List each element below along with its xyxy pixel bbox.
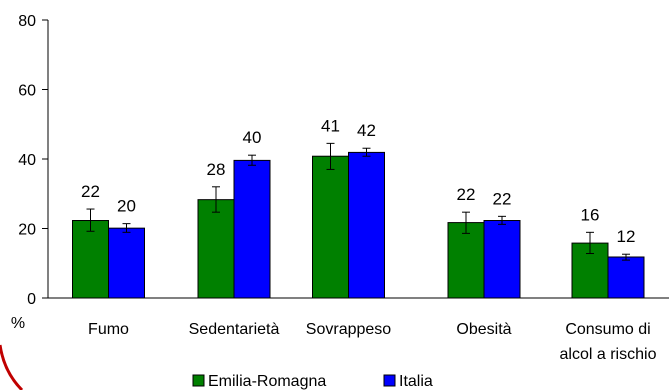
y-tick-label: 0 (27, 291, 36, 308)
axes: 0 20 40 60 80% (11, 13, 669, 332)
legend: Emilia-Romagna Italia (192, 373, 433, 390)
bar-emilia-romagna (447, 222, 485, 299)
data-label: 42 (357, 121, 376, 140)
data-label: 16 (581, 205, 600, 224)
y-axis-unit-label: % (11, 315, 25, 332)
x-category-label: Sovrappeso (306, 321, 391, 338)
bar-italia (483, 220, 521, 299)
y-tick-label: 80 (18, 13, 36, 30)
y-tick-label: 60 (18, 83, 36, 100)
x-category-label: Obesità (456, 321, 511, 338)
x-category-label: Sedentarietà (189, 321, 280, 338)
bar-italia (348, 151, 385, 299)
y-tick-label: 20 (18, 222, 36, 239)
x-category-label: Fumo (88, 321, 129, 338)
legend-swatch-italia (383, 374, 396, 387)
legend-label-emilia-romagna: Emilia-Romagna (208, 373, 326, 390)
x-category-label: Consumo di (565, 321, 650, 338)
data-label: 41 (321, 116, 340, 135)
data-label: 22 (81, 182, 100, 201)
bar-emilia-romagna (312, 155, 349, 299)
bar-italia (108, 227, 145, 299)
data-label: 22 (457, 185, 476, 204)
bars (72, 142, 645, 299)
bar-italia (607, 256, 645, 299)
y-tick-label: 40 (18, 152, 36, 169)
bar-emilia-romagna (197, 199, 235, 299)
data-label: 40 (243, 128, 262, 147)
labels: 22 28 41 22 16 20 40 42 22 12 Fumo Sedentarietà Sovr… (81, 116, 657, 363)
bar-emilia-romagna (72, 220, 109, 299)
x-category-label: alcol a rischio (560, 346, 657, 363)
legend-label-italia: Italia (399, 373, 433, 390)
data-label: 28 (207, 160, 226, 179)
decorative-red-arc (0, 344, 24, 390)
legend-swatch-emilia-romagna (192, 374, 205, 387)
data-label: 22 (493, 189, 512, 208)
bar-italia (233, 159, 271, 299)
data-label: 20 (117, 197, 136, 216)
data-label: 12 (617, 227, 636, 246)
